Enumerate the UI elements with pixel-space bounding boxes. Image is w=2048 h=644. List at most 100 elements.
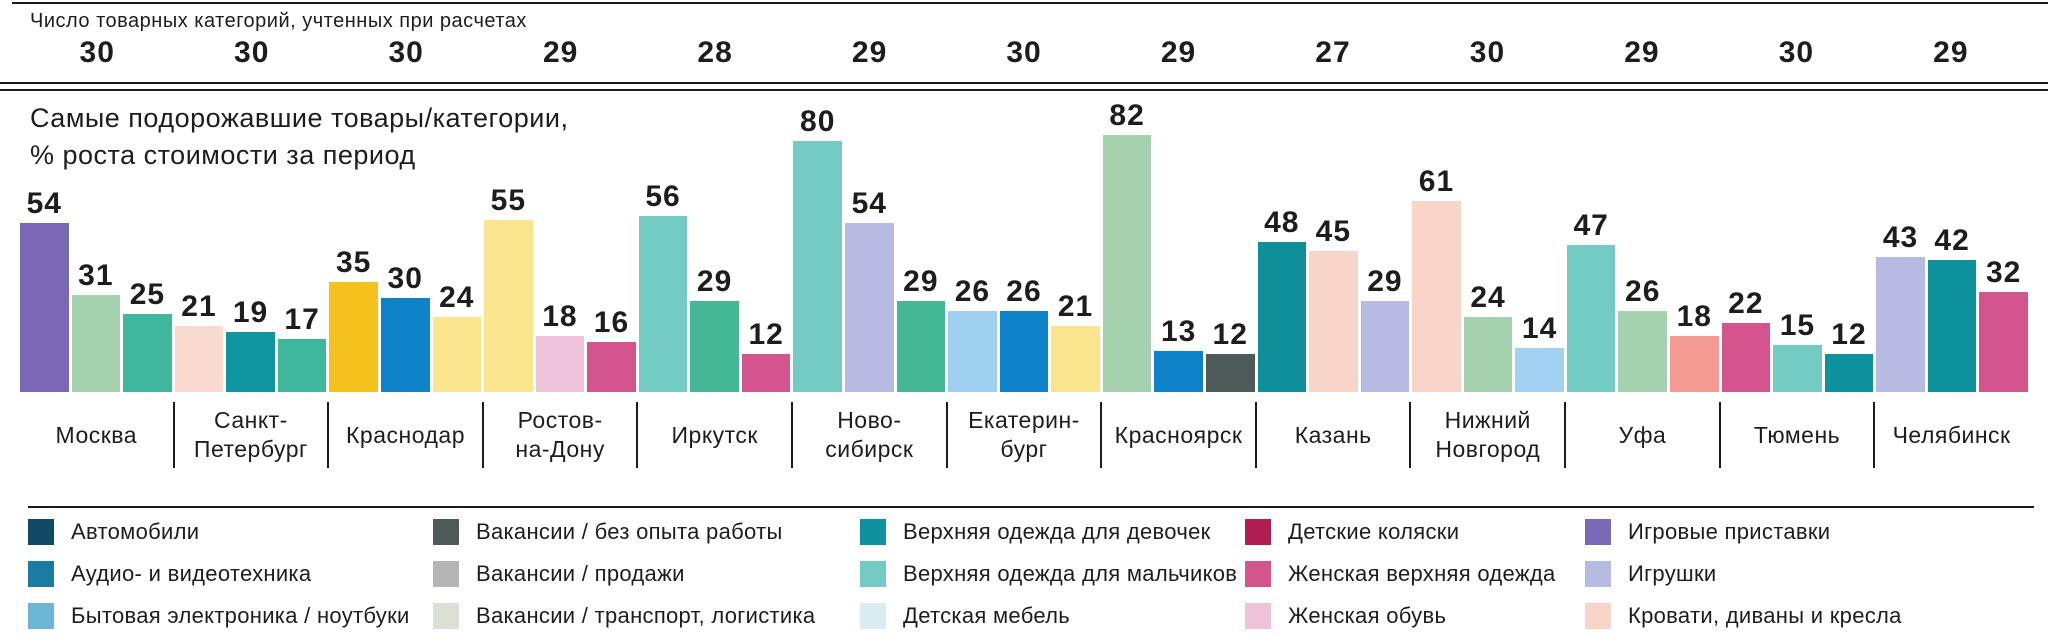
bar: 48	[1257, 206, 1307, 392]
legend-item: Верхняя одежда для мальчиков	[860, 560, 1237, 587]
city-axis: Москва Санкт- Петербург Краснодар Ростов-на-…	[20, 402, 2028, 468]
legend-swatch	[1585, 560, 1611, 587]
legend-swatch	[860, 518, 886, 545]
city-label: Екатерин-бург	[945, 402, 1101, 468]
bar-value-label: 13	[1160, 315, 1197, 348]
bar-value-label: 43	[1882, 221, 1919, 254]
bar: 12	[741, 318, 791, 392]
bar: 82	[1102, 99, 1152, 392]
bar-value-label: 29	[696, 265, 733, 298]
legend-item: Верхняя одежда для девочек	[860, 518, 1237, 545]
legend-item: Вакансии / транспорт, логистика	[433, 602, 815, 629]
city-label-line: Уфа	[1618, 421, 1667, 448]
bar: 56	[638, 180, 688, 392]
city-label-line: Санкт-	[213, 407, 288, 433]
bar: 80	[793, 105, 842, 392]
legend-item: Бытовая электроника / ноутбуки	[28, 602, 410, 629]
city-label-line: на-Дону	[515, 436, 605, 462]
bar-value-label: 45	[1315, 215, 1352, 248]
legend-swatch	[28, 518, 54, 545]
bar: 19	[226, 296, 275, 392]
bar: 30	[380, 262, 430, 392]
bar: 45	[1309, 215, 1358, 392]
legend-column: Детские коляски Женская верхняя одежда Жен…	[1245, 518, 1556, 644]
bar-value-label: 80	[800, 105, 836, 138]
city-label: Уфа	[1564, 402, 1719, 468]
bar-value-label: 26	[1625, 275, 1661, 308]
bar-value-label: 42	[1934, 224, 1970, 257]
legend-swatch	[433, 560, 459, 587]
city-label-line: Петербург	[193, 436, 308, 462]
legend-item: Детские коляски	[1245, 518, 1556, 545]
bar: 29	[896, 265, 946, 392]
bar-group: 43 42 32	[1876, 132, 2028, 392]
bar: 16	[587, 306, 636, 392]
bar-value-label: 30	[387, 262, 423, 295]
bar-value-label: 19	[232, 296, 269, 329]
bar-value-label: 26	[1006, 275, 1042, 308]
legend-rule	[28, 506, 2034, 508]
bar-value-label: 54	[26, 187, 62, 220]
city-label-line: Москва	[55, 421, 138, 448]
bar-group: 61 24 14	[1412, 132, 1564, 392]
legend-label: Автомобили	[71, 518, 200, 544]
bar: 24	[1463, 281, 1513, 392]
bar: 31	[71, 259, 121, 392]
city-label: Красноярск	[1100, 402, 1255, 468]
bar: 55	[484, 184, 533, 392]
bar: 47	[1566, 209, 1616, 392]
legend-column: Автомобили Аудио- и видеотехника Бытовая э…	[28, 518, 410, 644]
category-count: 29	[1624, 36, 1660, 69]
legend-swatch	[433, 518, 459, 545]
legend-label: Женская обувь	[1288, 602, 1447, 628]
bar-value-label: 22	[1728, 287, 1764, 320]
bar: 26	[1618, 275, 1667, 392]
legend-label: Вакансии / без опыта работы	[476, 518, 783, 544]
bar-group: 55 18 16	[484, 132, 636, 392]
bar-value-label: 17	[284, 303, 320, 336]
bar-value-label: 48	[1264, 206, 1300, 239]
legend-item: Аудио- и видеотехника	[28, 560, 410, 587]
city-label-line: Екатерин-	[968, 407, 1080, 433]
legend-label: Бытовая электроника / ноутбуки	[71, 602, 410, 628]
bar: 18	[1670, 300, 1719, 392]
category-count: 29	[1160, 36, 1197, 69]
category-count: 29	[542, 36, 579, 69]
bar: 29	[1360, 265, 1410, 392]
counts-header-label: Число товарных категорий, учтенных при р…	[30, 10, 527, 32]
city-label-line: Красноярск	[1114, 421, 1243, 448]
city-label-line: Казань	[1294, 421, 1372, 448]
category-count: 30	[388, 36, 424, 69]
legend-label: Аудио- и видеотехника	[71, 560, 312, 586]
bar-value-label: 32	[1985, 256, 2022, 289]
city-label-line: Тюмень	[1753, 421, 1841, 448]
bar: 15	[1773, 309, 1822, 392]
bar-group: 26 26 21	[948, 132, 1100, 392]
bar-value-label: 21	[1057, 290, 1094, 323]
city-label-line: Ново-	[837, 407, 902, 433]
bar: 32	[1979, 256, 2028, 392]
legend-item: Вакансии / продажи	[433, 560, 815, 587]
bar: 12	[1205, 318, 1255, 392]
bar-value-label: 16	[593, 306, 630, 339]
bar-group: 48 45 29	[1257, 132, 1410, 392]
legend-label: Игровые приставки	[1628, 518, 1831, 544]
bar: 22	[1721, 287, 1771, 392]
city-label-line: сибирск	[825, 436, 914, 462]
chart-title: Самые подорожавшие товары/категории, % р…	[30, 100, 568, 174]
legend-swatch	[1245, 518, 1271, 545]
bar-value-label: 14	[1521, 312, 1558, 345]
legend-label: Верхняя одежда для девочек	[903, 518, 1211, 544]
bar: 42	[1927, 224, 1977, 392]
city-label: Казань	[1254, 402, 1410, 468]
legend-item: Детская мебель	[860, 602, 1237, 629]
bar-chart: 54 31 25 21 19 17 35 30 24 55 18 16 56 29 12 80 54 29 26 26…	[20, 99, 2028, 392]
bar: 21	[1051, 290, 1100, 392]
bar: 54	[20, 187, 69, 392]
bar-value-label: 18	[542, 300, 578, 333]
city-label-line: Иркутск	[671, 421, 758, 448]
legend-item: Игровые приставки	[1585, 518, 1902, 545]
bar: 24	[432, 281, 482, 392]
bar-value-label: 61	[1418, 165, 1455, 198]
category-count: 28	[697, 36, 733, 69]
